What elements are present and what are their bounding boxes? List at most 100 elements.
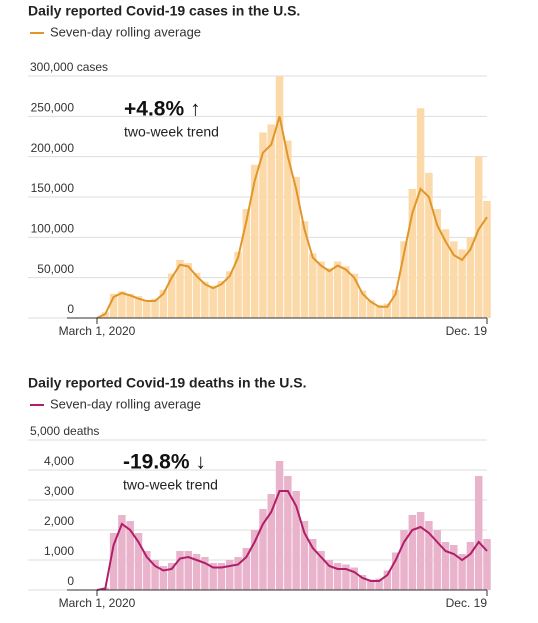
legend-label: Seven-day rolling average	[50, 24, 201, 39]
bar	[450, 241, 458, 318]
bar	[167, 273, 176, 318]
bar	[192, 272, 201, 318]
bar	[109, 533, 118, 590]
bar	[242, 548, 251, 590]
bar	[167, 563, 176, 590]
bar	[126, 521, 134, 590]
y-tick-label: 0	[67, 302, 74, 316]
x-tick-label: Dec. 19	[446, 596, 488, 610]
bar	[408, 188, 417, 318]
y-tick-label: 300,000 cases	[30, 60, 108, 74]
bar	[425, 172, 433, 318]
bar	[118, 291, 126, 318]
bar	[483, 201, 491, 318]
bar	[234, 251, 242, 318]
bar	[391, 289, 400, 318]
bar	[267, 124, 275, 319]
bar	[350, 567, 358, 590]
bar	[226, 271, 234, 318]
bar	[358, 575, 367, 590]
trend-note: two-week trend	[123, 477, 218, 493]
bar	[425, 521, 433, 590]
bar	[317, 551, 325, 590]
bar	[333, 563, 342, 590]
bar	[250, 530, 259, 590]
bar	[342, 564, 350, 590]
y-tick-label: 3,000	[44, 484, 74, 498]
chart-title: Daily reported Covid-19 cases in the U.S…	[28, 3, 300, 19]
bar	[284, 140, 292, 318]
bar	[400, 241, 408, 318]
y-tick-label: 200,000	[31, 141, 75, 155]
bar	[441, 542, 450, 590]
bar	[375, 578, 383, 590]
bar	[367, 300, 375, 318]
bar	[184, 263, 193, 318]
bar	[358, 290, 367, 318]
bar	[267, 494, 275, 590]
bar	[383, 303, 392, 318]
bar	[201, 557, 209, 590]
bar	[433, 209, 441, 318]
bar	[109, 293, 118, 318]
y-tick-label: 50,000	[37, 262, 74, 276]
bar	[300, 521, 309, 590]
bar	[259, 509, 267, 590]
bar	[134, 533, 143, 590]
bar	[441, 229, 450, 318]
bar	[101, 312, 110, 318]
bar	[416, 108, 425, 319]
bar	[292, 176, 300, 318]
bar	[143, 300, 151, 318]
y-tick-label: 2,000	[44, 514, 74, 528]
bar	[333, 261, 342, 318]
bar	[151, 560, 159, 590]
bar	[275, 76, 284, 318]
y-tick-label: 0	[67, 574, 74, 588]
bar	[184, 551, 193, 590]
bar	[408, 515, 417, 590]
bar	[250, 164, 259, 318]
bar	[284, 476, 292, 590]
bar	[483, 539, 491, 590]
bar	[226, 560, 234, 590]
bar	[259, 132, 267, 318]
legend-label: Seven-day rolling average	[50, 396, 201, 411]
bar	[458, 554, 466, 590]
bar	[466, 542, 475, 590]
bar	[300, 221, 309, 318]
x-tick-label: March 1, 2020	[59, 596, 136, 610]
y-tick-label: 100,000	[31, 222, 75, 236]
bar	[234, 557, 242, 590]
trend-note: two-week trend	[124, 124, 219, 140]
trend-value: -19.8% ↓	[123, 451, 206, 474]
bar	[209, 563, 217, 590]
bar	[192, 554, 201, 590]
bar	[151, 298, 159, 318]
bar	[367, 579, 375, 590]
bar	[143, 551, 151, 590]
bar	[309, 253, 317, 318]
bar	[416, 512, 425, 590]
y-tick-label: 4,000	[44, 454, 74, 468]
bar	[350, 273, 358, 318]
bar	[400, 530, 408, 590]
bar	[474, 476, 483, 590]
bar	[176, 259, 184, 318]
line-series	[96, 116, 488, 319]
bar	[433, 530, 441, 590]
bar	[118, 515, 126, 590]
bar	[309, 539, 317, 590]
bar	[242, 209, 251, 318]
bar	[159, 289, 168, 318]
bar	[466, 237, 475, 318]
y-tick-label: 250,000	[31, 101, 75, 115]
line-series	[96, 490, 488, 591]
bar	[342, 266, 350, 318]
bar	[134, 296, 143, 318]
bar	[209, 285, 217, 318]
chart-title: Daily reported Covid-19 deaths in the U.…	[28, 375, 307, 391]
bar	[159, 566, 168, 590]
bar	[325, 267, 334, 318]
y-tick-label: 5,000 deaths	[30, 424, 99, 438]
